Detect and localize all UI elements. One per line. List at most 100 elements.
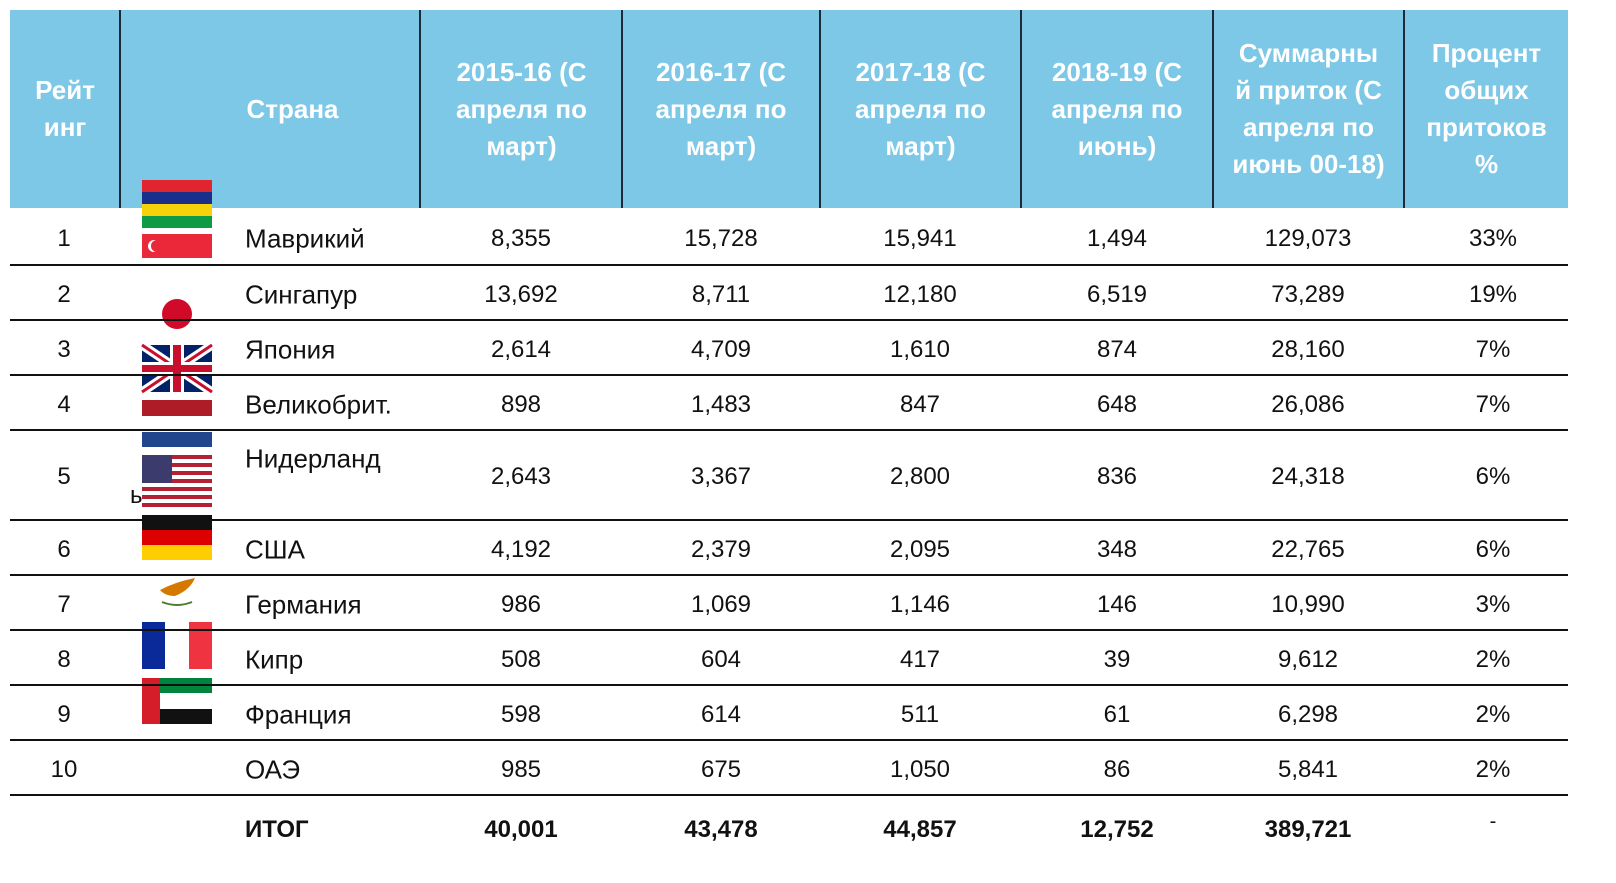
- value-cell: 6%: [1475, 463, 1511, 490]
- value-cell: 986: [500, 590, 542, 618]
- value-cell: 508: [500, 645, 542, 673]
- country-cell: Великобрит.: [245, 389, 392, 419]
- value-cell: 2,800: [889, 463, 951, 490]
- stray-dash: -: [1489, 810, 1497, 833]
- rank-cell: 7: [57, 590, 71, 618]
- value-cell: 61: [1103, 700, 1131, 728]
- value-cell: 39: [1103, 645, 1131, 673]
- value-cell: 1,069: [690, 590, 752, 618]
- value-cell: 4,709: [690, 335, 752, 363]
- value-cell: 15,941: [883, 224, 957, 252]
- value-cell: 6,298: [1277, 700, 1339, 728]
- value-cell: 1,146: [889, 590, 951, 618]
- row-line: [10, 264, 1568, 266]
- country-cell: США: [245, 534, 305, 564]
- header-cell: 2017-18 (С апреля по март): [854, 56, 986, 161]
- flag-germany: [142, 515, 212, 560]
- value-cell: 10,990: [1271, 590, 1345, 618]
- value-cell: 2,095: [889, 535, 951, 563]
- value-cell: 348: [1096, 535, 1138, 563]
- value-cell: 129,073: [1264, 224, 1352, 252]
- value-cell: 8,355: [490, 224, 552, 252]
- value-cell: 1,610: [889, 335, 951, 363]
- header-band: [10, 10, 1568, 208]
- value-cell: 6%: [1475, 535, 1511, 563]
- flag-uk: [139, 341, 215, 396]
- total-cell: 389,721: [1264, 816, 1352, 843]
- value-cell: 648: [1096, 390, 1138, 418]
- value-cell: 614: [700, 700, 742, 728]
- country-cell: Нидерланд: [245, 443, 381, 474]
- header-cell: 2015-16 (С апреля по март): [455, 56, 587, 161]
- country-cell: Япония: [245, 334, 336, 364]
- total-cell: 43,478: [684, 816, 758, 843]
- total-cell: 40,001: [484, 816, 558, 843]
- value-cell: 28,160: [1271, 335, 1345, 363]
- value-cell: 9,612: [1277, 645, 1339, 673]
- header-rank: Рейт инг: [35, 75, 95, 142]
- country-cell: Франция: [245, 699, 352, 729]
- header-divider: [119, 10, 121, 208]
- total-cell: 12,752: [1080, 816, 1154, 843]
- value-cell: 1,483: [690, 390, 752, 418]
- value-cell: 598: [500, 700, 542, 728]
- value-cell: 2%: [1475, 700, 1511, 728]
- flag-cyprus: [160, 578, 195, 606]
- total-label: ИТОГ: [245, 816, 309, 843]
- value-cell: 675: [700, 755, 742, 783]
- value-cell: 874: [1096, 335, 1138, 363]
- total-cell: 44,857: [883, 816, 957, 843]
- value-cell: 33%: [1468, 224, 1518, 252]
- flag-netherlands: [142, 400, 212, 447]
- value-cell: 22,765: [1271, 535, 1345, 563]
- rank-cell: 6: [57, 535, 71, 563]
- value-cell: 146: [1096, 590, 1138, 618]
- flag-usa: [142, 455, 212, 507]
- rank-cell: 1: [57, 224, 71, 252]
- value-cell: 3,367: [690, 463, 752, 490]
- country-cell: Германия: [245, 589, 362, 619]
- value-cell: 898: [500, 390, 542, 418]
- value-cell: 511: [900, 700, 940, 728]
- stray-letter: ь: [130, 482, 143, 509]
- value-cell: 3%: [1475, 590, 1511, 618]
- value-cell: 2,614: [490, 335, 552, 363]
- value-cell: 12,180: [883, 280, 957, 308]
- value-cell: 86: [1103, 755, 1131, 783]
- value-cell: 13,692: [484, 280, 558, 308]
- value-cell: 836: [1096, 463, 1138, 490]
- flag-mauritius: [142, 180, 212, 228]
- row-line: [10, 684, 1568, 686]
- rank-cell: 10: [50, 755, 78, 783]
- value-cell: 73,289: [1271, 280, 1345, 308]
- value-cell: 1,494: [1086, 224, 1148, 252]
- value-cell: 1,050: [889, 755, 951, 783]
- rank-cell: 2: [57, 280, 71, 308]
- value-cell: 7%: [1475, 390, 1511, 418]
- header-cell: 2018-19 (С апреля по июнь): [1051, 56, 1183, 161]
- rank-cell: 4: [57, 390, 71, 418]
- header-divider: [1212, 10, 1214, 208]
- value-cell: 19%: [1468, 280, 1518, 308]
- rank-cell: 5: [57, 463, 71, 490]
- value-cell: 5,841: [1277, 755, 1339, 783]
- header-country: Страна: [246, 93, 339, 124]
- value-cell: 15,728: [684, 224, 758, 252]
- value-cell: 985: [500, 755, 542, 783]
- row-line: [10, 794, 1568, 796]
- row-line: [10, 319, 1568, 321]
- value-cell: 4,192: [490, 535, 552, 563]
- row-line: [10, 739, 1568, 741]
- value-cell: 2%: [1475, 755, 1511, 783]
- value-cell: 847: [899, 390, 941, 418]
- header-divider: [1020, 10, 1022, 208]
- flag-japan: [162, 299, 192, 329]
- header-divider: [621, 10, 623, 208]
- row-line: [10, 629, 1568, 631]
- header-cell: Суммарный приток (С апреля по июнь 00-18…: [1232, 38, 1385, 179]
- row-line: [10, 574, 1568, 576]
- header-divider: [1403, 10, 1405, 208]
- header-divider: [819, 10, 821, 208]
